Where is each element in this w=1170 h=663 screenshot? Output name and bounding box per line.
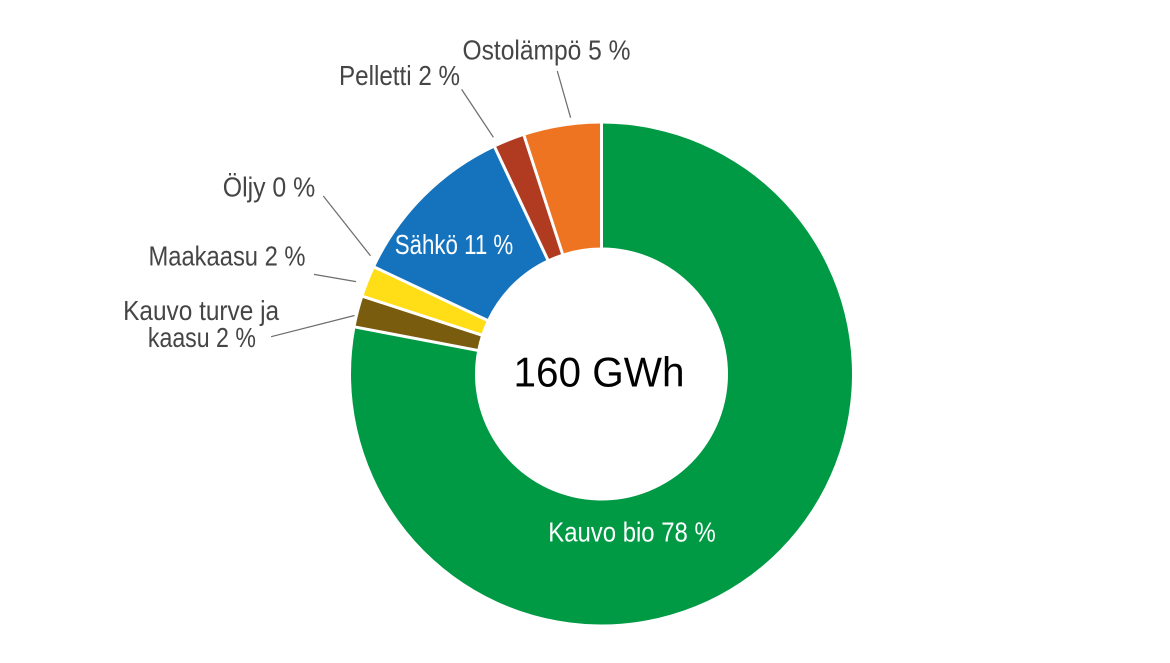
svg-text:Pelletti 2 %: Pelletti 2 % xyxy=(339,60,460,91)
svg-text:160 GWh: 160 GWh xyxy=(513,348,684,395)
svg-text:kaasu 2 %: kaasu 2 % xyxy=(148,322,256,353)
svg-text:Kauvo turve ja: Kauvo turve ja xyxy=(123,295,280,326)
svg-text:Maakaasu 2 %: Maakaasu 2 % xyxy=(148,241,305,272)
svg-text:Öljy 0 %: Öljy 0 % xyxy=(223,171,316,202)
svg-text:Kauvo bio 78 %: Kauvo bio 78 % xyxy=(548,516,716,547)
svg-text:Ostolämpö 5 %: Ostolämpö 5 % xyxy=(462,34,630,65)
svg-text:Sähkö 11 %: Sähkö 11 % xyxy=(395,229,514,260)
